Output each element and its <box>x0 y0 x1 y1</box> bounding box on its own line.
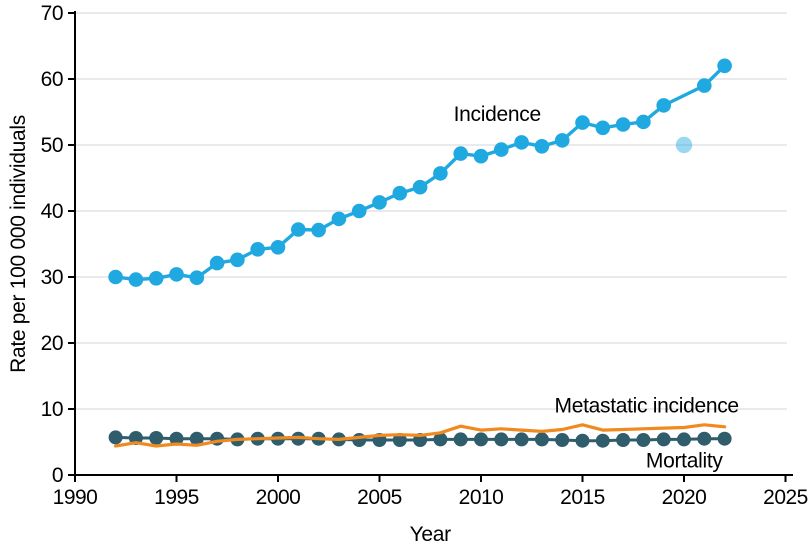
mortality-point <box>656 432 671 447</box>
x-tick-label-2020: 2020 <box>662 486 707 509</box>
x-tick-label-1990: 1990 <box>53 486 98 509</box>
mortality-point <box>697 431 712 446</box>
mortality-point <box>128 431 143 445</box>
incidence-point <box>169 267 184 282</box>
mortality-point <box>677 432 691 447</box>
y-tick-label-10: 10 <box>41 398 63 421</box>
incidence-point <box>412 179 428 195</box>
y-axis-title: Rate per 100 000 individuals <box>7 115 30 373</box>
mortality-point <box>575 433 590 448</box>
x-tick-label-1995: 1995 <box>154 486 199 509</box>
x-tick-label-2015: 2015 <box>560 486 605 509</box>
y-tick-label-0: 0 <box>52 464 63 487</box>
mortality-point <box>453 432 468 447</box>
x-axis-title: Year <box>410 523 452 546</box>
incidence-point <box>534 139 550 154</box>
incidence-point <box>311 222 326 238</box>
series-label-mortality: Mortality <box>646 449 723 472</box>
mortality-point <box>555 433 570 447</box>
mortality-point <box>474 432 488 447</box>
incidence-point <box>473 148 489 164</box>
incidence-point <box>595 120 611 136</box>
mortality-point <box>108 430 123 445</box>
incidence-point <box>697 78 712 93</box>
metastatic-incidence-line <box>113 423 727 448</box>
mortality-point <box>392 433 407 447</box>
incidence-point <box>636 114 651 130</box>
incidence-point <box>189 270 205 286</box>
incidence-point <box>372 195 387 210</box>
mortality-point <box>169 431 184 446</box>
incidence-point <box>291 222 306 237</box>
incidence-point <box>270 240 286 255</box>
incidence-point <box>554 133 570 148</box>
incidence-point <box>575 115 590 130</box>
incidence-point <box>351 203 367 219</box>
incidence-point <box>250 242 265 257</box>
mortality-point <box>149 431 164 445</box>
incidence-point <box>494 142 509 157</box>
incidence-point <box>514 135 529 150</box>
y-tick-label-40: 40 <box>41 200 63 223</box>
x-tick-label-2025: 2025 <box>763 486 808 509</box>
incidence-point <box>717 58 732 74</box>
outlier-point-incidence-2020 <box>675 136 693 154</box>
mortality-point <box>189 431 204 446</box>
mortality-point <box>636 433 651 447</box>
x-tick-label-2010: 2010 <box>459 486 504 509</box>
incidence-point <box>433 166 448 181</box>
incidence-point <box>148 271 164 286</box>
mortality-point <box>616 433 631 447</box>
incidence-line <box>113 64 727 282</box>
y-tick-label-30: 30 <box>41 266 63 289</box>
y-tick-label-20: 20 <box>41 332 63 355</box>
incidence-point <box>230 252 245 268</box>
incidence-point <box>108 269 123 285</box>
mortality-point <box>433 432 448 447</box>
mortality-point <box>494 432 509 447</box>
mortality-point <box>717 431 732 446</box>
y-tick-label-60: 60 <box>41 68 63 91</box>
mortality-point <box>534 432 549 447</box>
series-label-incidence: Incidence <box>454 103 541 126</box>
y-tick-label-70: 70 <box>41 2 63 25</box>
incidence-point <box>453 146 469 161</box>
incidence-point <box>392 185 408 201</box>
incidence-point <box>615 117 631 132</box>
mortality-point <box>352 433 367 447</box>
x-tick-label-2000: 2000 <box>256 486 301 509</box>
incidence-point <box>656 98 671 113</box>
y-tick-label-50: 50 <box>41 134 63 157</box>
incidence-point <box>209 255 225 271</box>
x-tick-label-2005: 2005 <box>357 486 402 509</box>
mortality-point <box>514 432 529 447</box>
incidence-point <box>128 272 144 287</box>
series-label-metastatic-incidence: Metastatic incidence <box>555 395 739 418</box>
incidence-point <box>331 211 347 227</box>
mortality-point <box>595 433 610 448</box>
